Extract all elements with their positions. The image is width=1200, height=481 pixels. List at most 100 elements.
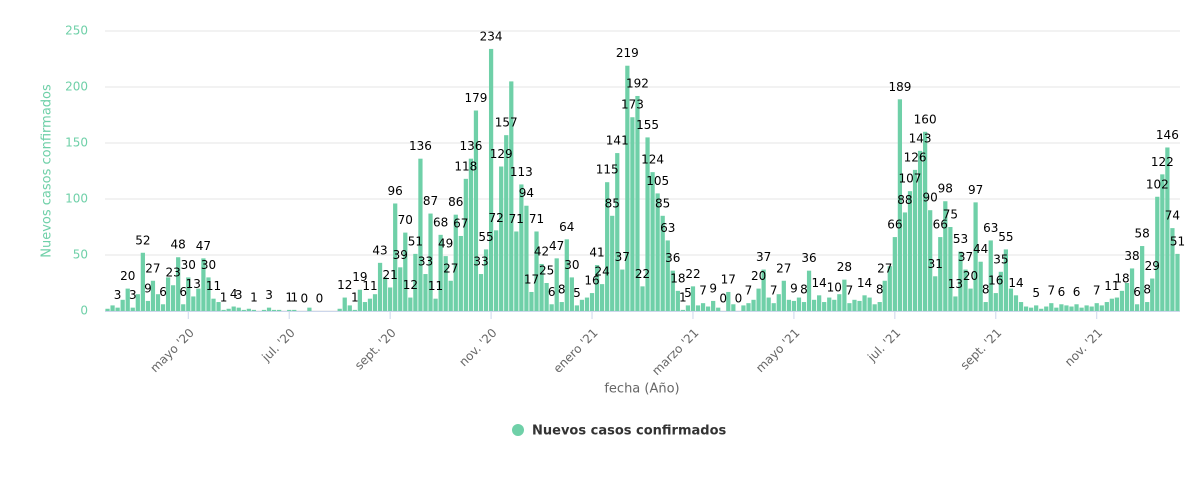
value-label: 13 <box>186 277 201 291</box>
bar <box>806 270 812 311</box>
value-label: 136 <box>409 139 432 153</box>
bar <box>685 305 691 311</box>
value-label: 18 <box>670 271 685 285</box>
value-label: 14 <box>812 276 827 290</box>
bar <box>731 304 736 311</box>
bar <box>307 307 312 311</box>
bar <box>181 304 186 311</box>
bar <box>579 299 585 311</box>
value-label: 97 <box>968 183 983 197</box>
bar <box>564 239 569 311</box>
value-label: 157 <box>495 116 518 130</box>
y-tick-label: 50 <box>73 248 88 262</box>
value-label: 105 <box>646 174 669 188</box>
bar <box>524 205 529 311</box>
y-tick-label: 150 <box>65 136 88 150</box>
value-label: 87 <box>423 194 438 208</box>
bar <box>912 169 918 311</box>
value-label: 113 <box>510 165 533 179</box>
bar <box>766 297 771 311</box>
value-label: 155 <box>636 118 659 132</box>
bar <box>271 309 277 311</box>
bar <box>110 305 115 311</box>
bar <box>448 280 453 311</box>
bar <box>559 302 564 311</box>
value-label: 39 <box>393 248 408 262</box>
bar <box>610 215 615 311</box>
value-label: 118 <box>454 159 477 173</box>
bar <box>751 299 756 311</box>
bar <box>776 294 781 311</box>
value-label: 30 <box>201 258 216 272</box>
value-label: 122 <box>1151 155 1174 169</box>
value-label: 13 <box>948 277 963 291</box>
bar <box>746 303 751 311</box>
bar <box>635 95 640 312</box>
value-label: 31 <box>928 257 943 271</box>
legend-label[interactable]: Nuevos casos confirmados <box>532 424 727 439</box>
value-label: 68 <box>433 215 448 229</box>
bar <box>176 257 181 311</box>
value-label: 3 <box>114 288 122 302</box>
bar <box>1094 303 1099 311</box>
bar <box>221 309 226 311</box>
bar <box>196 288 201 311</box>
x-tick-label: enero '21 <box>551 326 601 376</box>
bar <box>963 269 968 311</box>
value-label: 88 <box>897 193 912 207</box>
value-label: 55 <box>998 230 1013 244</box>
value-label: 55 <box>478 230 493 244</box>
bar <box>1175 253 1180 311</box>
value-label: 36 <box>801 251 816 265</box>
bar <box>105 308 110 311</box>
bar <box>514 231 519 311</box>
bar <box>1119 290 1125 311</box>
value-label: 8 <box>876 283 884 297</box>
bar <box>1124 283 1130 311</box>
value-label: 37 <box>615 250 630 264</box>
value-label: 7 <box>770 284 778 298</box>
value-label: 11 <box>206 279 221 293</box>
value-label: 27 <box>877 261 892 275</box>
bar <box>933 276 938 311</box>
bar <box>917 150 923 311</box>
bar <box>140 252 145 311</box>
value-label: 7 <box>846 284 854 298</box>
bar <box>155 294 161 311</box>
bar <box>443 256 448 311</box>
value-label: 1 <box>351 290 359 304</box>
legend-marker[interactable] <box>512 424 524 436</box>
bar <box>1018 302 1024 311</box>
bar <box>741 305 746 311</box>
value-label: 25 <box>539 264 554 278</box>
bar <box>362 302 368 311</box>
bar <box>372 294 378 311</box>
value-label: 9 <box>790 281 798 295</box>
value-label: 42 <box>534 244 549 258</box>
value-label: 72 <box>488 211 503 225</box>
bar <box>781 280 786 311</box>
bar <box>640 286 645 311</box>
bar <box>231 306 236 311</box>
value-label: 17 <box>721 272 736 286</box>
bar <box>796 297 802 311</box>
bar <box>1069 306 1074 311</box>
bar <box>1099 305 1104 311</box>
value-label: 64 <box>559 220 574 234</box>
bar <box>862 295 867 311</box>
value-label: 6 <box>179 285 187 299</box>
bar <box>529 291 534 311</box>
bar <box>549 304 554 311</box>
bar <box>756 288 761 311</box>
bar <box>569 277 574 311</box>
bar <box>584 297 590 311</box>
bar <box>665 240 670 311</box>
bar <box>837 294 842 311</box>
value-label: 17 <box>524 272 539 286</box>
bar <box>645 137 650 311</box>
value-label: 6 <box>159 285 167 299</box>
value-label: 160 <box>914 112 937 126</box>
value-label: 143 <box>909 131 932 145</box>
bar <box>403 232 408 311</box>
x-tick-label: mayo '20 <box>147 326 196 375</box>
